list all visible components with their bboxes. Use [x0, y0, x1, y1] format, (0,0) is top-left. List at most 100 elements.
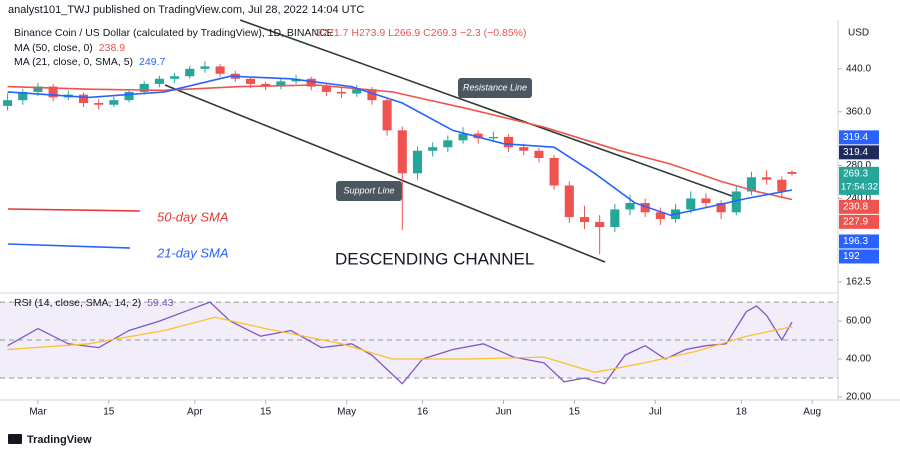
candle-body: [306, 78, 316, 87]
support-callout: [336, 181, 402, 201]
y-tick-label: 240.0: [846, 193, 871, 204]
x-tick-label: 15: [569, 407, 581, 418]
y-tick-label: 280.0: [846, 160, 871, 171]
candle-body: [78, 94, 89, 104]
ohlc: O271.7 H273.9 L266.9 C269.3 −2.3 (−0.85%…: [314, 27, 527, 39]
candle-body: [3, 100, 13, 106]
candle-body: [655, 212, 665, 220]
rsi-line: [7, 316, 793, 373]
x-tick-label: 15: [103, 407, 115, 418]
sma21-legend-line: [7, 243, 131, 249]
candle-body: [762, 177, 772, 180]
candle-body: [261, 83, 271, 87]
annotation: DESCENDING CHANNEL: [335, 249, 534, 268]
candle-body: [519, 147, 529, 151]
candle-body: [170, 76, 180, 79]
price-badge-label: 192: [843, 251, 860, 262]
legend-name: MA (50, close, 0): [14, 42, 93, 54]
candle-body: [215, 66, 225, 74]
candle-body: [746, 177, 757, 192]
candle-body: [412, 150, 423, 174]
price-badge: [839, 234, 879, 249]
legend-name: MA (21, close, 0, SMA, 5): [14, 56, 133, 68]
x-tick-label: 18: [736, 407, 748, 418]
candle-body: [48, 86, 58, 98]
candle-body: [428, 147, 438, 151]
x-tick-label: 16: [417, 407, 429, 418]
candle-body: [352, 89, 362, 94]
resistance-callout: [458, 78, 532, 98]
candle-body: [124, 91, 134, 101]
candle-body: [139, 83, 149, 92]
footer-brand: TradingView: [27, 434, 92, 446]
candle-body: [109, 100, 119, 105]
legend-value: 249.7: [139, 56, 165, 68]
price-badge-label: 227.9: [843, 216, 868, 227]
candle-body: [367, 89, 377, 101]
channel-support-line: [164, 84, 606, 263]
price-badge-label: 319.4: [843, 132, 868, 143]
price-badge-label: 269.3: [843, 168, 868, 179]
candle-body: [534, 150, 544, 158]
candle-body: [787, 171, 797, 174]
price-unit: USD: [848, 28, 869, 39]
x-tick-label: Jul: [649, 407, 662, 418]
candle-body: [397, 130, 407, 174]
candle-body: [488, 136, 498, 139]
legend-value: 238.9: [99, 42, 125, 54]
rsi-value: 59.43: [147, 297, 173, 309]
annotation: 50-day SMA: [157, 209, 229, 224]
price-badge: [839, 214, 879, 229]
y-tick-label: 162.5: [846, 277, 871, 288]
candle-body: [473, 133, 483, 139]
candle-body: [701, 198, 711, 203]
candle-body: [716, 202, 726, 213]
x-tick-label: Aug: [803, 407, 821, 418]
header-title: analyst101_TWJ published on TradingView.…: [8, 4, 364, 16]
candle-body: [321, 86, 331, 92]
candle-body: [579, 217, 590, 223]
x-tick-label: May: [337, 407, 356, 418]
candle-body: [549, 157, 559, 186]
price-badge: [839, 130, 879, 145]
candle-body: [731, 191, 741, 213]
candle-body: [625, 202, 635, 210]
y-tick-label: 440.0: [846, 63, 871, 74]
candle-body: [504, 136, 514, 148]
annotation: Support Line: [343, 185, 394, 195]
candle-body: [686, 198, 696, 210]
x-tick-label: Jun: [495, 407, 511, 418]
candle-body: [154, 78, 164, 84]
price-badge: [839, 199, 879, 214]
y-tick-label: 20.00: [846, 392, 871, 403]
candle-body: [777, 179, 787, 192]
candle-body: [564, 185, 574, 218]
ma-line: [7, 84, 793, 201]
price-badge-label: 196.3: [843, 236, 868, 247]
candle-body: [33, 86, 43, 92]
price-badge: [839, 249, 879, 264]
candle-body: [245, 78, 256, 84]
y-tick-label: 40.00: [846, 354, 871, 365]
countdown: 17:54:32: [841, 181, 878, 192]
logo: [8, 434, 22, 444]
x-tick-label: 15: [260, 407, 272, 418]
candle-body: [458, 133, 468, 141]
candle-body: [185, 68, 195, 77]
candle-body: [382, 100, 392, 131]
candle-body: [18, 91, 28, 101]
ma-line: [7, 75, 793, 217]
candle-body: [640, 202, 650, 213]
price-badge: [839, 166, 879, 195]
candle-body: [595, 222, 605, 228]
x-tick-label: Apr: [187, 407, 203, 418]
y-tick-label: 360.0: [846, 106, 871, 117]
candle-body: [443, 140, 453, 148]
y-tick-label: 60.00: [846, 316, 871, 327]
candle-body: [200, 66, 210, 69]
candle-body: [94, 103, 104, 105]
candle-body: [276, 81, 286, 87]
